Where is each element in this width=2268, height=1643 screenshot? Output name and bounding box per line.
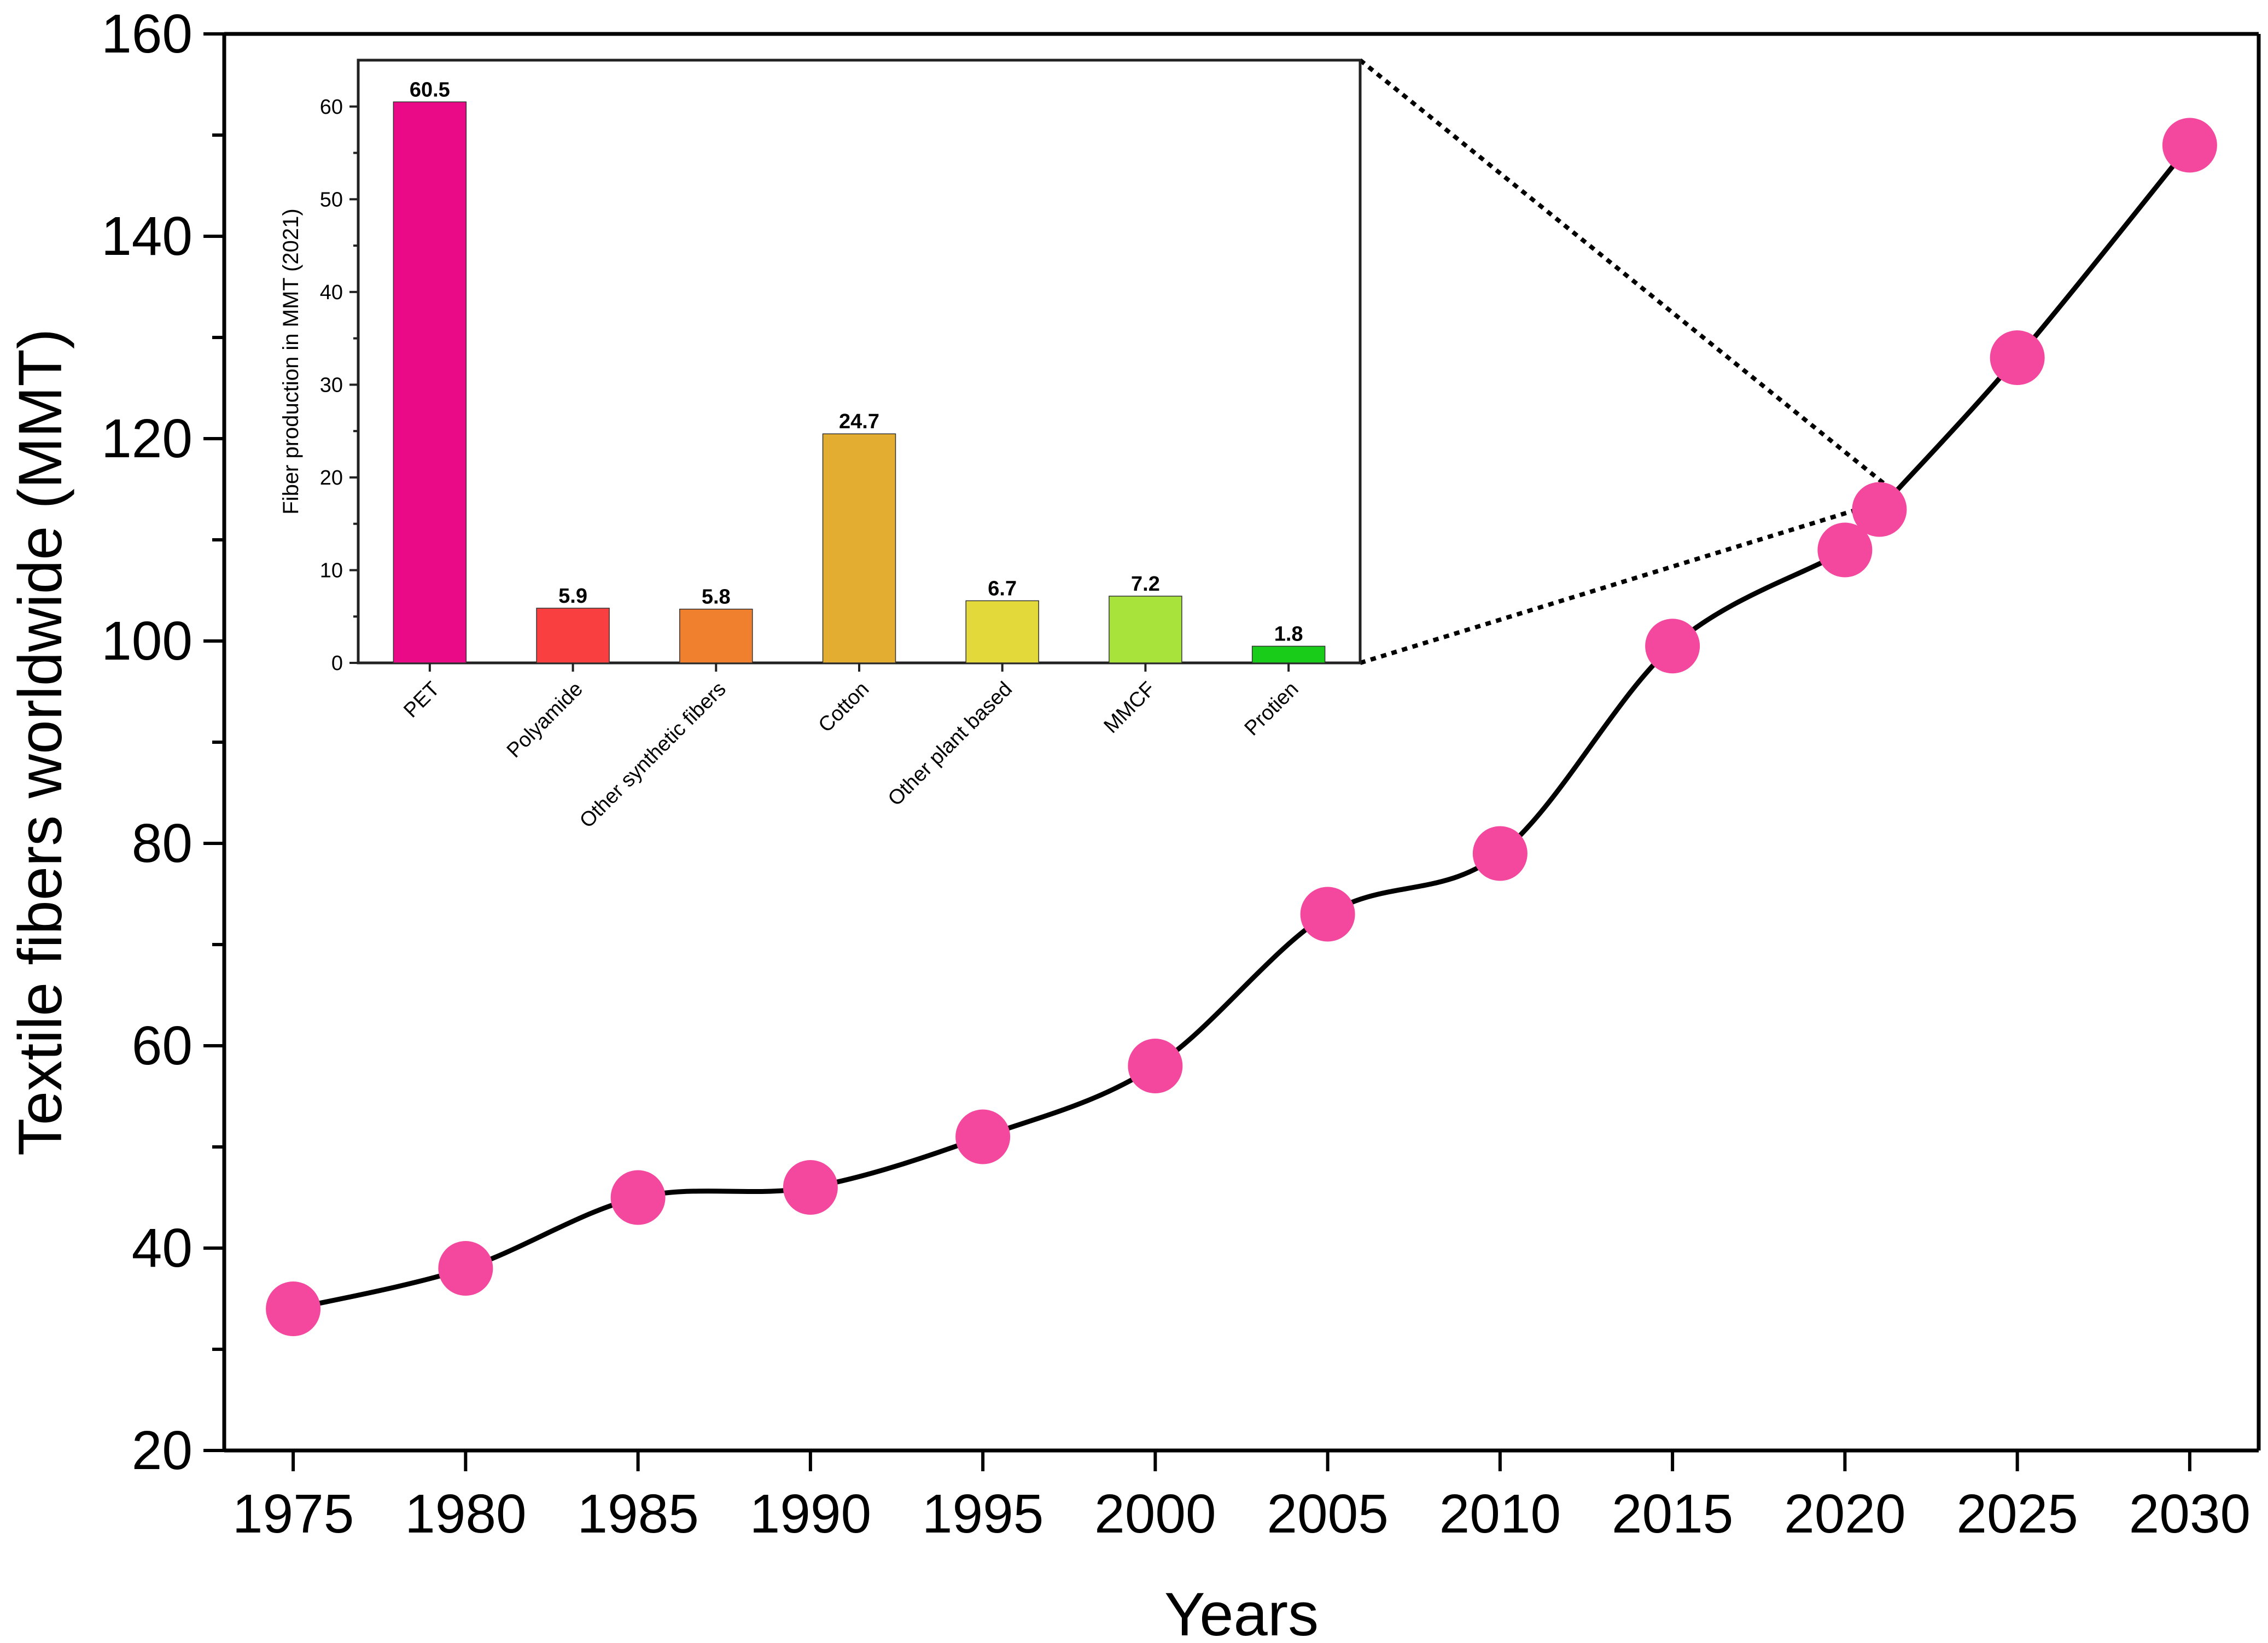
inset-y-axis-title: Fiber production in MMT (2021) (279, 208, 303, 515)
y-tick-label: 160 (101, 3, 193, 65)
y-tick-label: 140 (101, 206, 193, 267)
y-tick-label: 100 (101, 610, 193, 672)
inset-category-label: Protien (1240, 678, 1303, 741)
inset-category-label: MMCF (1100, 678, 1160, 738)
inset-bar (1251, 645, 1326, 663)
data-point-marker (1817, 522, 1873, 578)
inset-y-tick-label: 60 (320, 96, 343, 119)
data-point-marker (1472, 826, 1527, 881)
data-point-marker (610, 1170, 666, 1225)
x-tick-label: 2015 (1612, 1483, 1733, 1545)
y-tick-label: 20 (132, 1420, 193, 1481)
y-tick-label: 40 (132, 1217, 193, 1279)
data-point-marker (1990, 330, 2045, 385)
x-tick-label: 2025 (1956, 1483, 2078, 1545)
x-tick-label: 2005 (1267, 1483, 1388, 1545)
x-tick-label: 2020 (1784, 1483, 1905, 1545)
data-point-marker (783, 1160, 838, 1215)
inset-category-label: PET (399, 678, 444, 723)
data-point-marker (955, 1109, 1011, 1164)
inset-category-label: Cotton (814, 678, 873, 737)
inset-bar-value-label: 7.2 (1131, 573, 1160, 596)
y-tick-label: 80 (132, 813, 193, 874)
y-tick-label: 120 (101, 408, 193, 469)
inset-bar-value-label: 60.5 (410, 78, 450, 101)
data-point-marker (438, 1241, 493, 1296)
y-tick-label: 60 (132, 1015, 193, 1076)
inset-bar-value-label: 1.8 (1274, 622, 1303, 645)
inset-category-label: Polyamide (503, 678, 587, 762)
data-point-marker (2162, 118, 2217, 173)
inset-category-label: Other synthetic fibers (575, 678, 731, 833)
x-tick-label: 2030 (2129, 1483, 2250, 1545)
inset-y-tick-label: 20 (320, 467, 343, 490)
inset-bar-value-label: 5.8 (702, 586, 731, 609)
inset-bar (679, 608, 753, 663)
data-point-marker (1300, 887, 1355, 942)
inset-y-tick-label: 30 (320, 374, 343, 397)
x-tick-label: 1990 (750, 1483, 871, 1545)
inset-category-label: Other plant based (884, 678, 1017, 811)
data-point-marker (1645, 619, 1700, 674)
x-tick-label: 2010 (1439, 1483, 1561, 1545)
inset-y-tick-label: 40 (320, 281, 343, 304)
zoom-connector-top (1359, 58, 1897, 495)
inset-y-tick-label: 50 (320, 188, 343, 211)
inset-bar-value-label: 5.9 (558, 585, 587, 608)
data-point-marker (266, 1281, 321, 1336)
inset-y-tick-label: 10 (320, 559, 343, 582)
inset-bar-value-label: 24.7 (839, 410, 879, 433)
x-tick-label: 1975 (232, 1483, 354, 1545)
data-point-marker (1852, 482, 1907, 537)
data-point-marker (1128, 1039, 1183, 1093)
x-tick-label: 1980 (405, 1483, 526, 1545)
inset-y-tick-label: 0 (331, 652, 343, 675)
x-axis-title: Years (1164, 1580, 1319, 1643)
y-axis-title: Textile fibers worldwide (MMT) (6, 329, 74, 1156)
inset-bar (393, 101, 467, 663)
inset-bar (1109, 596, 1182, 663)
zoom-connector-bottom (1359, 507, 1858, 665)
inset-bar (822, 433, 896, 663)
inset-bar (536, 608, 610, 663)
x-tick-label: 1985 (577, 1483, 698, 1545)
x-tick-label: 2000 (1094, 1483, 1216, 1545)
inset-bar-value-label: 6.7 (988, 577, 1017, 600)
inset-bar (965, 600, 1039, 663)
x-tick-label: 1995 (922, 1483, 1043, 1545)
